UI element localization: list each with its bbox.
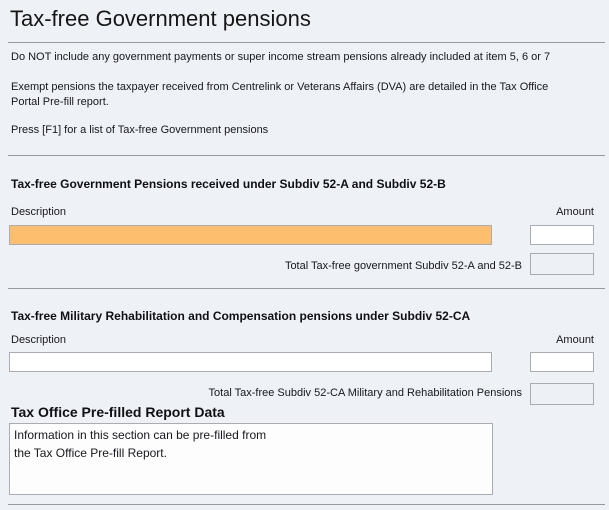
section-heading-subdiv-52a-52b: Tax-free Government Pensions received un… [11, 177, 446, 191]
prefill-info-line-2: the Tax Office Pre-fill Report. [14, 446, 167, 460]
prefill-info-box: Information in this section can be pre-f… [9, 423, 493, 495]
intro-paragraph-1: Do NOT include any government payments o… [11, 51, 551, 63]
amount-input-1[interactable] [530, 225, 594, 245]
amount-label-2: Amount [556, 334, 594, 346]
description-input-2[interactable] [9, 352, 492, 372]
description-input-1[interactable] [9, 225, 492, 245]
intro-paragraph-2: Exempt pensions the taxpayer received fr… [11, 81, 549, 108]
total-value-subdiv-52a-52b [530, 253, 594, 275]
amount-label-1: Amount [556, 206, 594, 218]
total-value-subdiv-52ca [530, 383, 594, 405]
page-title: Tax-free Government pensions [10, 6, 311, 31]
section-divider-2 [8, 288, 605, 289]
total-label-subdiv-52ca: Total Tax-free Subdiv 52-CA Military and… [208, 387, 522, 399]
section-divider-1 [8, 155, 605, 156]
description-label-1: Description [11, 206, 67, 218]
description-label-2: Description [11, 334, 67, 346]
amount-input-2[interactable] [530, 352, 594, 372]
prefill-section-heading: Tax Office Pre-filled Report Data [11, 404, 225, 420]
title-divider [8, 42, 605, 43]
bottom-divider [8, 504, 605, 505]
intro-paragraph-3: Press [F1] for a list of Tax-free Govern… [11, 124, 269, 136]
section-heading-subdiv-52ca: Tax-free Military Rehabilitation and Com… [11, 309, 471, 323]
total-label-subdiv-52a-52b: Total Tax-free government Subdiv 52-A an… [284, 260, 522, 272]
prefill-info-line-1: Information in this section can be pre-f… [14, 428, 267, 442]
